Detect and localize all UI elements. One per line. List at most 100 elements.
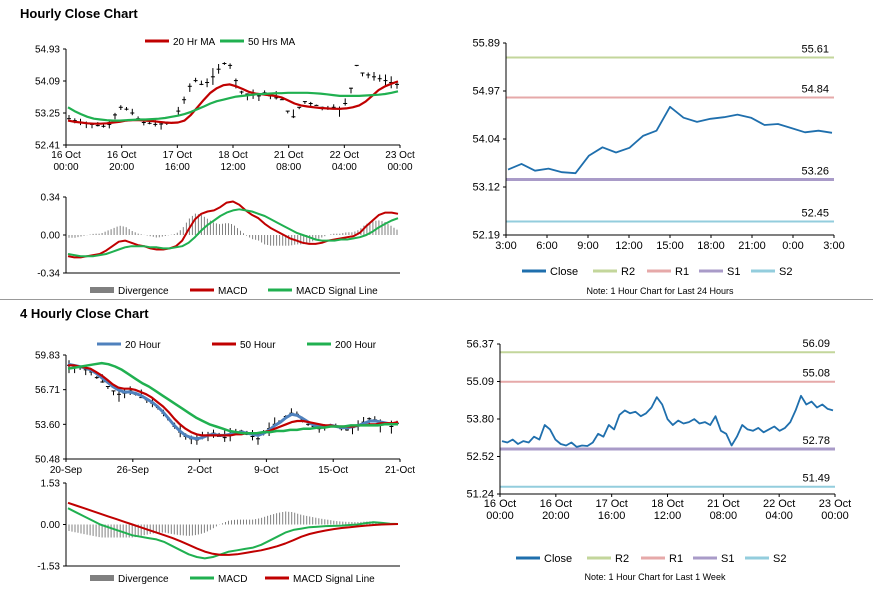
y-tick-label: 53.80 — [466, 414, 494, 426]
x-tick-label-time: 00:00 — [486, 510, 514, 522]
level-label-r1: 55.08 — [802, 368, 830, 380]
x-tick-label: 26-Sep — [117, 465, 150, 476]
y-tick-label: 0.34 — [41, 193, 61, 204]
y-tick-label: 56.71 — [35, 385, 60, 396]
series-line-50-hrs-ma — [67, 90, 399, 122]
level-label-r2: 56.09 — [802, 338, 830, 350]
x-tick-label-time: 04:00 — [332, 162, 357, 173]
four-hourly-price-chart: 59.83 56.71 53.60 50.48 20 Hour 50 Hour 200 Ho… — [35, 340, 415, 476]
legend-label: R1 — [675, 266, 689, 278]
series-line-macd-signal — [67, 501, 399, 556]
series-line-macd — [67, 200, 399, 259]
chart-note: Note: 1 Hour Chart for Last 24 Hours — [586, 286, 734, 296]
level-label-s2: 51.49 — [802, 473, 830, 485]
x-tick-label: 17 Oct — [163, 150, 193, 161]
y-tick-label: 54.09 — [35, 77, 60, 88]
y-tick-label: 0.00 — [41, 231, 61, 242]
x-tick-label: 21-Oct — [385, 465, 415, 476]
x-tick-label: 17 Oct — [595, 498, 627, 510]
hourly-macd-chart: 0.34 0.00 -0.34 Divergence MACD MACD Signal L… — [37, 193, 400, 297]
legend-label: MACD — [218, 286, 247, 297]
legend-label: MACD Signal Line — [296, 286, 378, 297]
x-tick-label: 15:00 — [656, 240, 684, 252]
x-tick-label: 2-Oct — [187, 465, 212, 476]
y-tick-label: 54.97 — [472, 86, 500, 98]
x-tick-label: 16 Oct — [51, 150, 81, 161]
x-tick-label: 22 Oct — [763, 498, 795, 510]
x-tick-label: 23 Oct — [385, 150, 415, 161]
x-tick-label: 15-Oct — [318, 465, 348, 476]
legend-label: S1 — [727, 266, 740, 278]
x-tick-label: 18 Oct — [651, 498, 683, 510]
x-tick-label-time: 08:00 — [276, 162, 301, 173]
x-tick-label-time: 08:00 — [710, 510, 738, 522]
series-line-200-hour — [67, 361, 398, 435]
y-tick-label: -0.34 — [37, 269, 60, 280]
x-tick-label: 22 Oct — [330, 150, 360, 161]
legend-label: R2 — [621, 266, 635, 278]
x-tick-label: 23 Oct — [819, 498, 851, 510]
legend-label: R2 — [615, 553, 629, 565]
level-label-r1: 54.84 — [801, 84, 829, 96]
section-title-4-hourly: 4 Hourly Close Chart — [20, 306, 149, 321]
y-tick-label: 52.52 — [466, 451, 494, 463]
legend-label: 200 Hour — [335, 340, 377, 351]
level-label-s1: 53.26 — [801, 166, 829, 178]
x-tick-label-time: 20:00 — [542, 510, 570, 522]
y-tick-label: 52.41 — [35, 141, 60, 152]
y-tick-label: 52.19 — [472, 230, 500, 242]
legend-label: Divergence — [118, 574, 169, 585]
series-line-20-hr-ma — [67, 80, 399, 125]
y-tick-label: 55.89 — [472, 38, 500, 50]
legend-label: 50 Hrs MA — [248, 37, 296, 48]
x-tick-label: 16 Oct — [107, 150, 137, 161]
x-tick-label: 16 Oct — [540, 498, 572, 510]
x-tick-label-time: 12:00 — [654, 510, 682, 522]
legend-label: 50 Hour — [240, 340, 276, 351]
x-tick-label: 21 Oct — [274, 150, 304, 161]
four-hourly-macd-chart: 1.53 0.00 -1.53 Divergence MACD MACD Signal L… — [37, 479, 400, 585]
y-tick-label: 1.53 — [41, 479, 61, 490]
x-tick-label-time: 00:00 — [53, 162, 78, 173]
y-tick-label: 53.25 — [35, 109, 60, 120]
series-line-20-hour — [67, 362, 399, 441]
legend-label: 20 Hr MA — [173, 37, 216, 48]
y-tick-label: 0.00 — [41, 520, 61, 531]
series-line-macd-signal — [67, 208, 399, 258]
legend-label: R1 — [669, 553, 683, 565]
y-tick-label: 51.24 — [466, 489, 494, 501]
four-hourly-levels-chart: 56.37 55.09 53.80 52.52 51.24 56.09 55.08 52.78… — [466, 338, 851, 582]
x-tick-label: 18 Oct — [218, 150, 248, 161]
x-tick-label: 0:00 — [782, 240, 803, 252]
series-line-macd — [67, 507, 399, 560]
y-tick-label: 53.60 — [35, 420, 60, 431]
chart-note: Note: 1 Hour Chart for Last 1 Week — [585, 572, 726, 582]
hourly-price-chart: 54.93 54.09 53.25 52.41 20 Hr MA 50 Hrs MA 16 … — [35, 37, 415, 173]
x-tick-label: 20-Sep — [50, 465, 83, 476]
legend-label: 20 Hour — [125, 340, 161, 351]
legend-label: MACD Signal Line — [293, 574, 375, 585]
y-tick-label: 55.09 — [466, 376, 494, 388]
series-line-close — [501, 394, 834, 448]
y-tick-label: 54.04 — [472, 134, 500, 146]
y-tick-label: 54.93 — [35, 45, 60, 56]
y-tick-label: 56.37 — [466, 339, 494, 351]
x-tick-label: 21 Oct — [707, 498, 739, 510]
x-tick-label: 9:00 — [577, 240, 598, 252]
x-tick-label: 18:00 — [697, 240, 725, 252]
x-tick-label-time: 04:00 — [765, 510, 793, 522]
x-tick-label-time: 16:00 — [598, 510, 626, 522]
y-tick-label: 53.12 — [472, 182, 500, 194]
x-tick-label: 3:00 — [823, 240, 844, 252]
section-title-hourly: Hourly Close Chart — [20, 6, 138, 21]
level-label-s1: 52.78 — [802, 435, 830, 447]
legend-label: MACD — [218, 574, 247, 585]
hourly-levels-chart: 55.89 54.97 54.04 53.12 52.19 55.61 54.84 53.26… — [472, 38, 844, 297]
legend-swatch — [90, 287, 114, 293]
x-tick-label: 9-Oct — [254, 465, 279, 476]
x-tick-label-time: 16:00 — [165, 162, 190, 173]
x-tick-label: 21:00 — [738, 240, 766, 252]
y-tick-label: 59.83 — [35, 351, 60, 362]
level-label-r2: 55.61 — [801, 44, 829, 56]
